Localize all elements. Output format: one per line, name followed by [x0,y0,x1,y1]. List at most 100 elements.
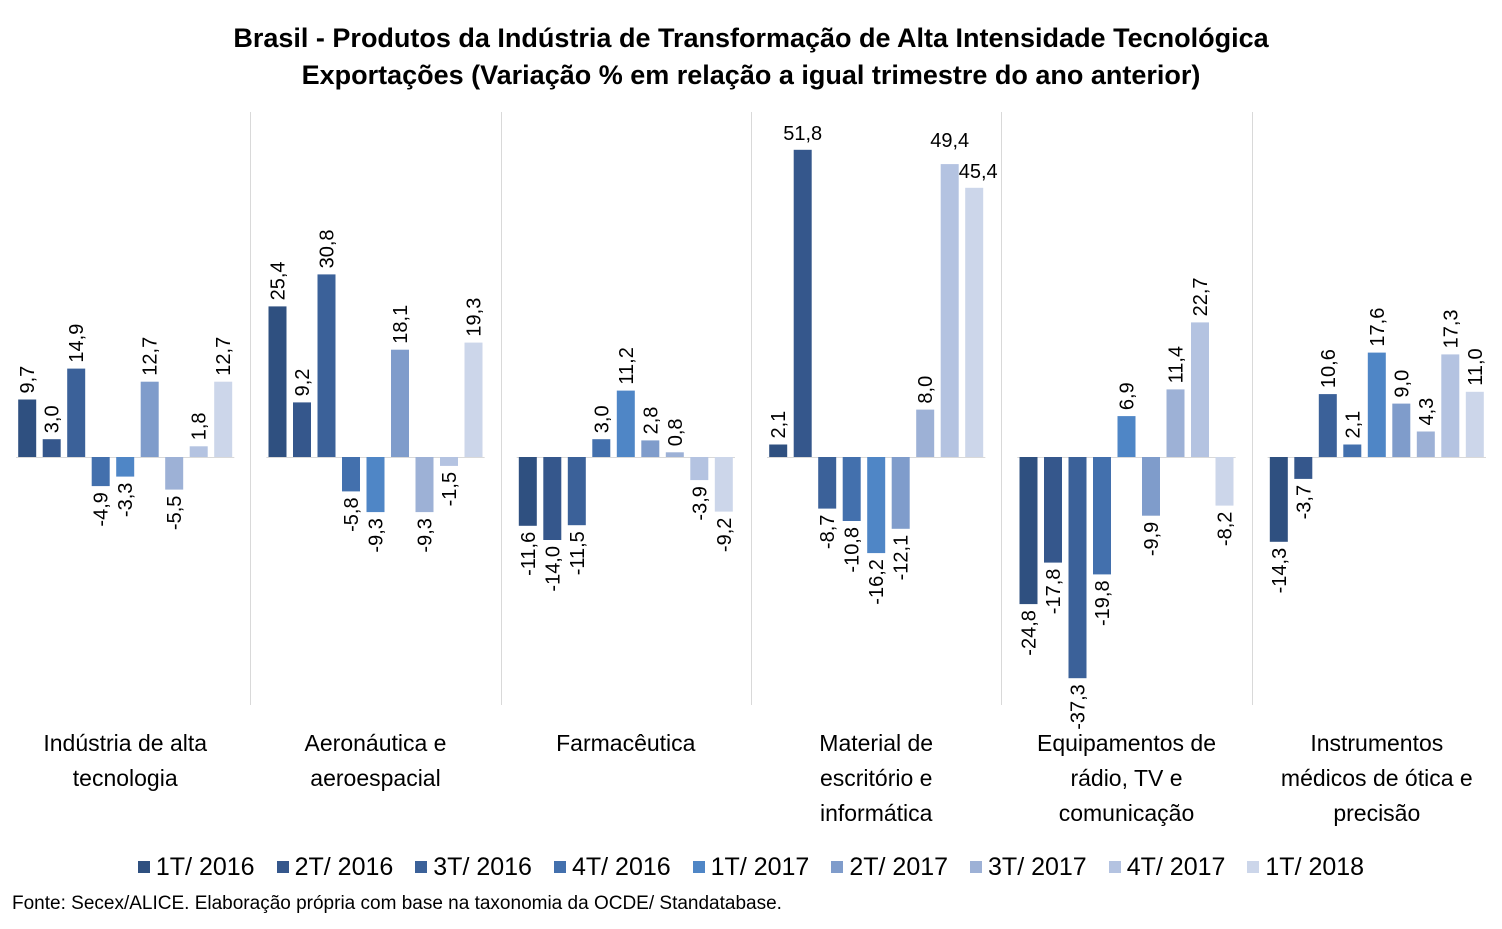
bar-3-4 [592,439,611,457]
data-label: -5,5 [164,496,186,530]
chart-plot: 9,73,014,9-4,9 -3,312,7-5,51,812,7Indústr… [16,112,1487,826]
bar-5-2 [1044,457,1062,563]
data-label: -17,8 [1043,569,1065,615]
legend-item: 1T/ 2018 [1247,853,1364,882]
chart-subtitle: Exportações (Variação % em relação a igu… [301,60,1201,90]
bar-1-1 [18,399,37,457]
data-label: 11,4 [1166,346,1188,383]
bar-4-7 [916,409,935,457]
category-label: comunicação [1059,800,1195,826]
bar-6-3 [1318,394,1337,457]
data-label: -24,8 [1019,610,1041,656]
bar-6-2 [1294,457,1313,479]
chart-legend: 1T/ 2016 2T/ 2016 3T/ 2016 4T/ 2016 1T/ 2017… [0,850,1502,884]
bar-5-8 [1191,322,1209,457]
bar-5-7 [1166,389,1185,457]
data-label: -9,9 [1141,522,1163,556]
data-label: 19,3 [464,298,486,337]
legend-label: 3T/ 2016 [433,852,532,881]
legend-item: 2T/ 2017 [831,853,948,882]
legend-item: 3T/ 2017 [970,853,1087,882]
category-label: Farmacêutica [556,730,696,756]
bar-4-2 [793,149,812,458]
bar-3-1 [518,457,537,526]
bar-5-9 [1215,457,1234,506]
bar-4-4 [842,457,861,521]
bar-4-9 [965,187,984,458]
bar-1-5 [116,457,135,477]
data-label: 22,7 [1190,277,1212,316]
data-label: 11,2 [616,347,638,384]
bar-4-3 [818,457,837,509]
data-label: 3,0 [42,405,64,433]
category-label: Indústria de alta [43,730,207,756]
data-label: -1,5 [439,472,461,506]
legend-swatch [1247,861,1260,873]
legend-label: 1T/ 2016 [155,852,255,881]
data-label: -9,2 [714,518,736,552]
chart-title: Brasil - Produtos da Indústria de Transf… [233,23,1269,53]
legend-item: 2T/ 2016 [276,853,393,882]
data-label: 25,4 [268,261,290,300]
category-label: aeroespacial [310,765,440,791]
bar-1-9 [214,381,233,457]
legend-item: 4T/ 2016 [553,853,671,882]
bar-4-1 [769,444,788,457]
bar-4-6 [891,457,910,529]
data-label: -5,8 [341,497,363,531]
legend-swatch [553,861,566,873]
category-label: Instrumentos [1310,730,1443,756]
bar-3-9 [714,457,733,512]
bar-1-3 [67,368,86,457]
bar-3-2 [543,457,562,540]
bar-4-5 [867,457,886,554]
bar-1-7 [165,457,184,490]
bar-5-5 [1117,416,1136,457]
data-label: -16,2 [866,559,888,605]
bar-2-5 [366,457,385,513]
data-label: 2,8 [640,407,662,435]
bar-6-4 [1343,444,1362,457]
data-label: -8,2 [1215,512,1237,546]
bar-4-8 [940,164,959,457]
bar-2-3 [317,274,336,457]
legend-swatch [137,861,150,873]
legend-swatch [692,861,705,873]
bar-2-8 [440,457,458,466]
data-label: 4,3 [1416,398,1438,426]
data-label: -3,9 [689,486,711,520]
legend-label: 2T/ 2017 [849,852,949,881]
legend-swatch [831,861,844,873]
data-label: 3,0 [591,405,613,433]
bar-1-8 [189,446,208,457]
data-label: 45,4 [959,161,998,183]
legend-label: 4T/ 2017 [1126,852,1226,881]
bar-6-8 [1441,354,1460,457]
bar-3-6 [641,440,660,457]
bar-6-6 [1392,403,1411,457]
data-label: -14,0 [542,546,564,592]
bar-6-1 [1269,457,1288,542]
data-label: -8,7 [817,515,839,549]
data-label: 2,1 [768,411,790,439]
legend-swatch [970,861,983,873]
data-label: 11,0 [1465,348,1487,385]
legend-label: 1T/ 2018 [1265,852,1365,881]
data-label: 1,8 [189,412,211,440]
data-label: -3,7 [1293,485,1315,519]
category-label: tecnologia [73,765,178,791]
data-label: 17,6 [1367,308,1389,347]
bar-5-4 [1093,457,1111,575]
bar-2-7 [415,457,434,513]
data-label: 49,4 [930,130,969,152]
data-label: -14,3 [1269,548,1291,594]
category-label: Equipamentos de [1037,730,1216,756]
data-label: -19,8 [1092,580,1114,626]
data-label: 18,1 [390,305,412,344]
category-label: escritório e [820,765,932,791]
legend-swatch [1108,861,1121,873]
legend-item: 3T/ 2016 [415,853,532,882]
data-label: 9,0 [1391,370,1413,398]
data-label: 8,0 [915,376,937,404]
bar-6-7 [1416,431,1435,457]
